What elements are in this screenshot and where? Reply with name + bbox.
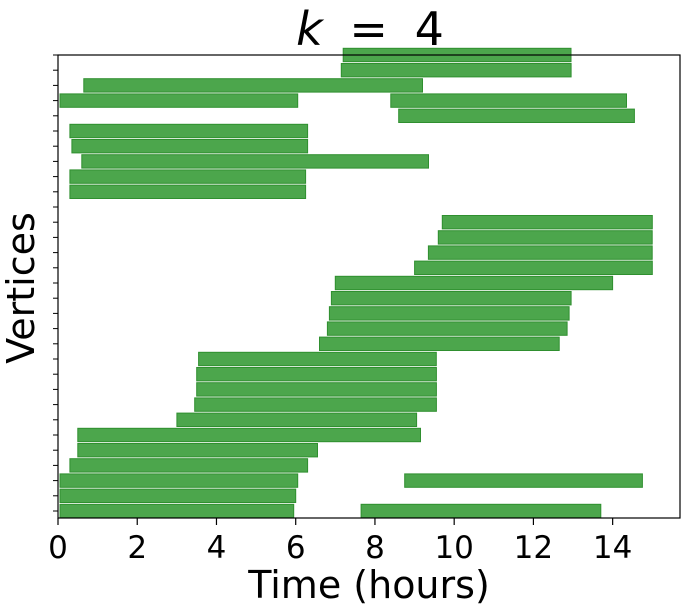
interval-bar-vertex-16-18 — [414, 260, 653, 276]
interval-bars — [59, 47, 653, 519]
x-tick-label-10: 10 — [434, 530, 473, 566]
x-tick-label-8: 8 — [365, 530, 385, 566]
y-axis-ticks — [53, 54, 58, 512]
interval-bar-vertex-11-13 — [319, 336, 560, 352]
interval-bar-vertex-25-26 — [69, 123, 309, 139]
interval-bar-vertex-7-9 — [194, 397, 437, 412]
interval-bar-vertex-22-23 — [69, 169, 307, 184]
interval-bar-vertex-18-20 — [437, 230, 653, 245]
interval-bar-vertex-8-10 — [196, 382, 437, 397]
x-axis-label: Time (hours) — [247, 563, 490, 607]
x-axis-ticks: 0 2 4 6 8 10 12 14 — [48, 518, 632, 566]
interval-bar-vertex-15-17 — [334, 275, 614, 291]
title-value: 4 — [415, 2, 444, 56]
interval-bar-vertex-3-5 — [69, 458, 309, 473]
interval-bar-vertex-27-29 — [59, 93, 299, 108]
y-axis-label: Vertices — [0, 212, 43, 364]
interval-bar-vertex-0-0 — [59, 503, 295, 519]
interval-bar-vertex-21-22 — [69, 184, 307, 200]
x-tick-label-14: 14 — [593, 530, 632, 566]
interval-bar-vertex-4-6 — [77, 443, 318, 458]
interval-bar-vertex-1-2 — [59, 488, 297, 504]
x-tick-label-6: 6 — [286, 530, 306, 566]
interval-bar-vertex-2-4 — [404, 473, 643, 488]
x-tick-label-12: 12 — [514, 530, 553, 566]
interval-bar-vertex-5-7 — [77, 427, 422, 443]
title-variable: k — [296, 2, 325, 56]
interval-bar-vertex-13-15 — [328, 306, 570, 321]
interval-bar-vertex-23-24 — [81, 154, 430, 169]
interval-bar-vertex-0-1 — [360, 503, 602, 519]
interval-bar-vertex-12-14 — [326, 321, 568, 336]
plot-area-frame — [57, 54, 681, 519]
interval-bar-vertex-27-28 — [390, 93, 627, 108]
interval-bar-vertex-10-12 — [198, 351, 437, 367]
title-operator: = — [349, 2, 388, 56]
interval-bar-vertex-29-31 — [340, 63, 572, 78]
x-tick-label-0: 0 — [48, 530, 68, 566]
interval-bar-vertex-26-27 — [398, 108, 635, 123]
interval-bar-vertex-28-30 — [83, 78, 424, 93]
interval-bar-vertex-2-3 — [59, 473, 299, 488]
interval-bar-vertex-14-16 — [330, 291, 572, 306]
interval-bar-vertex-9-11 — [196, 367, 437, 382]
x-tick-label-2: 2 — [127, 530, 147, 566]
chart-title: k = 4 — [296, 2, 444, 56]
interval-bar-vertex-24-25 — [71, 139, 309, 154]
chart-title-text: k = 4 — [296, 2, 444, 56]
interval-bar-vertex-17-19 — [427, 245, 653, 260]
x-tick-label-4: 4 — [207, 530, 227, 566]
interval-bar-vertex-19-21 — [441, 215, 653, 230]
interval-bar-vertex-6-8 — [176, 412, 418, 428]
